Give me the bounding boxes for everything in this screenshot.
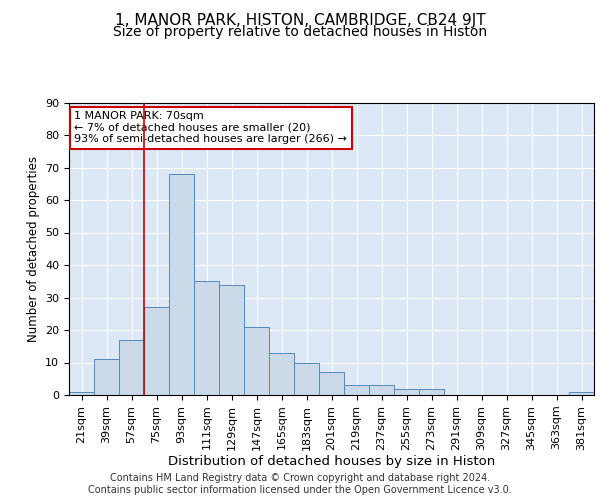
Bar [219,284,244,395]
Text: Contains HM Land Registry data © Crown copyright and database right 2024.
Contai: Contains HM Land Registry data © Crown c… [88,474,512,495]
Y-axis label: Number of detached properties: Number of detached properties [26,156,40,342]
Bar [569,392,594,395]
Bar [119,340,144,395]
Bar [319,372,344,395]
Bar [69,392,94,395]
Text: 1 MANOR PARK: 70sqm
← 7% of detached houses are smaller (20)
93% of semi-detache: 1 MANOR PARK: 70sqm ← 7% of detached hou… [74,112,347,144]
Bar [144,307,169,395]
Bar [344,385,369,395]
Bar [94,359,119,395]
Bar [394,388,419,395]
Bar [294,362,319,395]
Bar [244,327,269,395]
Bar [369,385,394,395]
Text: Size of property relative to detached houses in Histon: Size of property relative to detached ho… [113,25,487,39]
Bar [419,388,444,395]
Bar [194,281,219,395]
Text: 1, MANOR PARK, HISTON, CAMBRIDGE, CB24 9JT: 1, MANOR PARK, HISTON, CAMBRIDGE, CB24 9… [115,12,485,28]
Bar [269,353,294,395]
X-axis label: Distribution of detached houses by size in Histon: Distribution of detached houses by size … [168,456,495,468]
Bar [169,174,194,395]
